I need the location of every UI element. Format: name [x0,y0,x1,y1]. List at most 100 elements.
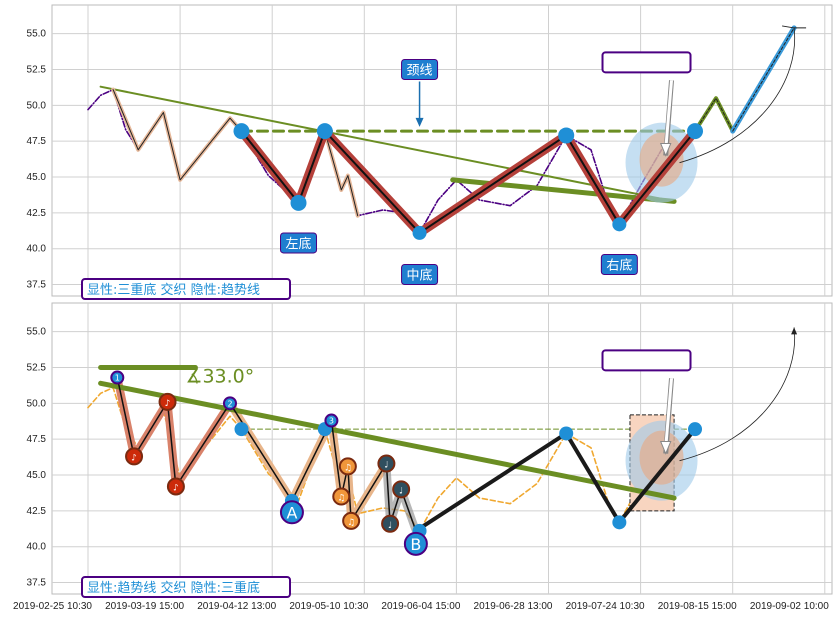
bottom-curve-arrow [679,327,796,462]
top-annotation-2: 中底 [401,263,439,285]
top-y-tick-label: 40.0 [27,244,47,255]
bottom-red-note [166,477,185,496]
top-projection-green-core [694,97,734,132]
bottom-orange-note-glyph: ♫ [347,518,355,528]
bottom-angle-text: ∡33.0° [185,366,254,388]
top-annotation-2-box [401,263,439,285]
bottom-trendline [98,380,677,501]
bottom-zigzag-main [413,427,697,533]
top-annotation-0: 颈线 [401,59,439,81]
bottom-dark-note [381,514,400,533]
top-curve-arrow-head [782,25,807,29]
top-annotation-0-text: 颈线 [407,64,433,79]
bottom-y-tick-label: 37.5 [27,578,47,589]
top-plot-area [51,4,833,297]
top-y-tick-label: 52.5 [27,65,47,76]
bottom-orange-note [342,511,361,530]
top-pivot-point [412,225,427,240]
bottom-orange-note [332,487,351,506]
x-tick-label: 2019-06-04 15:00 [381,601,460,612]
bottom-red-note-glyph: ♪ [173,483,179,493]
top-annotation-arrow-head [415,117,424,127]
top-y-tick-label: 55.0 [27,29,47,40]
bottom-zone-inner [639,430,684,485]
top-y-tick-label: 37.5 [27,280,47,291]
bottom-y-tick-label: 40.0 [27,542,47,553]
top-annotation-3: 右底 [600,253,638,275]
bottom-numbered-marker [110,370,125,385]
bottom-orange-note-glyph: ♫ [344,463,352,473]
bottom-orange-note [338,457,357,476]
x-tick-label: 2019-05-10 10:30 [289,601,368,612]
bottom-red-note [125,447,144,466]
bottom-pivot-point [234,422,249,437]
top-annotation-1-box [280,232,318,254]
x-tick-label: 2019-06-28 13:00 [474,601,553,612]
bottom-y-tick-label: 50.0 [27,398,47,409]
bottom-annotation-0: 特征交织区域 [601,349,692,372]
info-box-border [81,576,291,598]
top-pivot-point [290,194,307,211]
top-annotation-3-box [600,253,638,275]
bottom-pivot-point [559,426,574,441]
top-wiggle [324,130,359,217]
top-pivot-point [687,123,704,140]
bottom-dark-note [377,454,396,473]
top-info-box: 显性:三重底 交织 隐性:趋势线 [81,278,291,300]
bottom-red-note [158,392,177,411]
top-y-tick-label: 50.0 [27,100,47,111]
bottom-numbered-label: 2 [227,399,232,408]
top-annotation-4-box [601,51,692,74]
top-y-tick-label: 47.5 [27,136,47,147]
top-y-tick-label: 42.5 [27,208,47,219]
bottom-zigzag [116,376,417,532]
bottom-annotation-arrow-inner [664,378,674,448]
x-tick-label: 2019-02-25 10:30 [13,601,92,612]
top-annotation-4: 特征交织区域 [601,51,692,74]
bottom-y-tick-label: 42.5 [27,506,47,517]
top-annotation-arrow-head [659,143,672,157]
top-annotation-1-text: 左底 [286,236,312,252]
top-zone-inner [639,132,684,187]
bottom-dark-note [392,480,411,499]
info-box-text: 显性:趋势线 交织 隐性:三重底 [87,580,260,596]
top-annotation-1: 左底 [280,232,318,254]
top-y-tick-label: 45.0 [27,172,47,183]
x-tick-label: 2019-07-24 10:30 [566,601,645,612]
bottom-y-tick-label: 45.0 [27,470,47,481]
bottom-info-box: 显性:趋势线 交织 隐性:三重底 [81,576,291,598]
bottom-plot-area [51,302,833,595]
top-curve-arrow [679,27,796,164]
x-tick-label: 2019-04-12 13:00 [197,601,276,612]
bottom-pivot-point [688,422,703,437]
bottom-annotation-0-text: 特征交织区域 [608,353,686,369]
x-tick-label: 2019-03-19 15:00 [105,601,184,612]
bottom-letter-label: B [410,535,421,554]
bottom-red-note-glyph: ♪ [165,399,171,409]
top-trendline [99,85,676,203]
bottom-y-tick-label: 47.5 [27,434,47,445]
bottom-numbered-label: 3 [329,417,334,426]
bottom-numbered-marker [222,396,237,411]
top-pivot-point [612,217,627,232]
bottom-dark-note-glyph: ♩ [384,461,388,471]
bottom-curve-arrow-head [791,327,798,335]
bottom-numbered-label: 1 [115,374,120,383]
bottom-y-tick-label: 55.0 [27,327,47,338]
info-box-text: 显性:三重底 交织 隐性:趋势线 [87,282,260,298]
top-pivot-point [316,123,333,140]
top-pivot-point [558,127,575,144]
x-tick-label: 2019-08-15 15:00 [658,601,737,612]
x-tick-label: 2019-09-02 10:00 [750,601,829,612]
info-box-border [81,278,291,300]
top-annotation-arrow-inner [664,80,674,150]
top-annotation-4-text: 特征交织区域 [608,55,686,71]
bottom-letter-marker [403,531,428,556]
bottom-orange-note-glyph: ♫ [337,494,345,504]
bottom-annotation-arrow-head [659,441,672,455]
bottom-red-note-glyph: ♪ [131,453,137,463]
bottom-dark-note-glyph: ♩ [399,486,403,496]
top-small-zigzag [112,89,242,181]
